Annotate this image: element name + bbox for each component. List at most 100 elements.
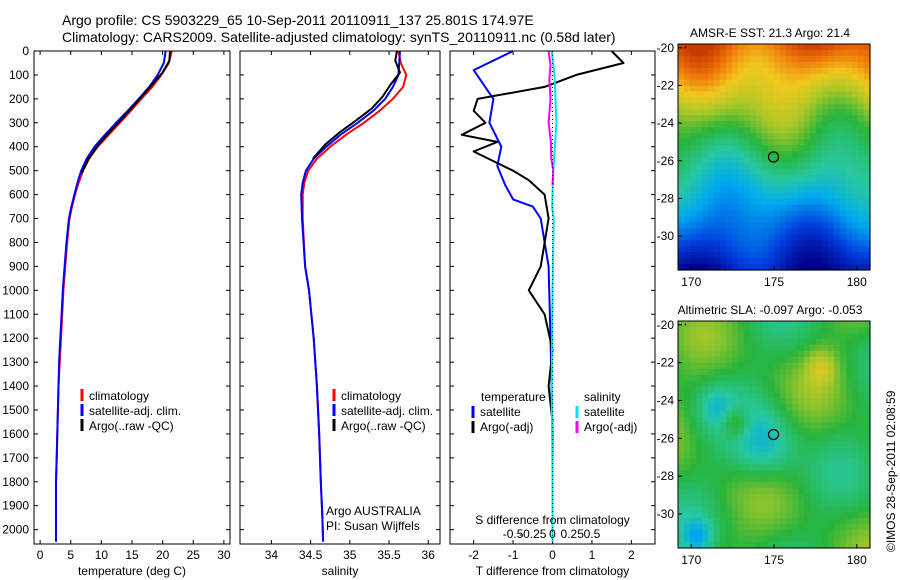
map-cell — [702, 246, 709, 253]
map-cell — [744, 97, 751, 105]
map-cell — [708, 210, 715, 218]
map-cell — [678, 422, 685, 430]
map-cell — [696, 410, 703, 418]
map-cell — [732, 321, 739, 328]
map-cell — [702, 109, 709, 116]
map-cell — [864, 326, 871, 334]
map-cell — [756, 234, 763, 241]
map-cell — [744, 332, 751, 340]
map-cell — [726, 386, 733, 394]
map-cell — [720, 362, 727, 370]
map-cell — [762, 145, 769, 152]
map-cell — [696, 494, 703, 501]
map-cell — [720, 374, 727, 382]
map-cell — [684, 151, 691, 158]
map-cell — [762, 168, 769, 176]
map-cell — [774, 61, 781, 69]
map-cell — [822, 264, 829, 271]
map-cell — [816, 356, 823, 364]
map-cell — [708, 428, 715, 436]
map-cell — [846, 115, 853, 122]
map-cell — [822, 180, 829, 188]
map-cell — [744, 350, 751, 358]
map-cell — [864, 204, 871, 212]
map-cell — [768, 542, 775, 549]
map-cell — [858, 464, 865, 471]
map-cell — [780, 470, 787, 477]
map-cell — [852, 67, 859, 75]
map-cell — [846, 151, 853, 158]
map-cell — [864, 440, 871, 448]
map-cell — [738, 162, 745, 170]
map-cell — [792, 326, 799, 334]
map-cell — [726, 61, 733, 69]
map-cell — [720, 470, 727, 477]
y-tick-label: -28 — [657, 469, 675, 483]
map-cell — [780, 61, 787, 69]
map-cell — [744, 506, 751, 513]
map-cell — [804, 151, 811, 158]
map-cell — [714, 512, 721, 519]
map-cell — [726, 174, 733, 182]
map-cell — [750, 488, 757, 495]
map-cell — [786, 530, 793, 537]
map-cell — [720, 97, 727, 105]
map-cell — [714, 410, 721, 418]
map-cell — [840, 536, 847, 543]
map-cell — [858, 374, 865, 382]
map-cell — [864, 228, 871, 235]
map-cell — [804, 79, 811, 87]
map-cell — [858, 210, 865, 218]
map-cell — [732, 133, 739, 140]
map-cell — [678, 85, 685, 93]
map-cell — [756, 73, 763, 81]
map-cell — [732, 180, 739, 188]
map-cell — [726, 440, 733, 448]
map-cell — [786, 512, 793, 519]
series-salinity-argo-adj- — [547, 50, 555, 186]
map-cell — [810, 321, 817, 328]
map-cell — [852, 476, 859, 483]
map-cell — [714, 264, 721, 271]
map-cell — [714, 174, 721, 182]
map-cell — [714, 252, 721, 259]
map-cell — [756, 49, 763, 57]
map-cell — [822, 85, 829, 93]
map-cell — [864, 127, 871, 134]
map-cell — [774, 512, 781, 519]
map-cell — [720, 368, 727, 376]
map-cell — [840, 264, 847, 271]
map-cell — [792, 222, 799, 229]
map-cell — [738, 446, 745, 454]
map-cell — [792, 174, 799, 182]
map-cell — [756, 79, 763, 87]
map-cell — [744, 512, 751, 519]
map-cell — [702, 530, 709, 537]
map-cell — [792, 506, 799, 513]
map-cell — [840, 428, 847, 436]
map-cell — [732, 470, 739, 477]
map-cell — [708, 109, 715, 116]
map-cell — [720, 67, 727, 75]
map-cell — [726, 133, 733, 140]
map-cell — [684, 264, 691, 271]
map-cell — [738, 198, 745, 206]
map-cell — [864, 428, 871, 436]
map-cell — [786, 368, 793, 376]
map-cell — [702, 79, 709, 87]
x-tick-label: 170 — [681, 275, 701, 289]
map-cell — [768, 536, 775, 543]
map-cell — [708, 398, 715, 406]
map-cell — [852, 338, 859, 346]
map-cell — [768, 210, 775, 218]
map-cell — [762, 180, 769, 188]
map-cell — [810, 500, 817, 507]
map-cell — [714, 240, 721, 247]
map-cell — [762, 210, 769, 218]
map-cell — [834, 55, 841, 63]
map-cell — [684, 133, 691, 140]
map-cell — [762, 332, 769, 340]
map-cell — [822, 416, 829, 424]
map-cell — [726, 121, 733, 128]
map-cell — [756, 321, 763, 328]
